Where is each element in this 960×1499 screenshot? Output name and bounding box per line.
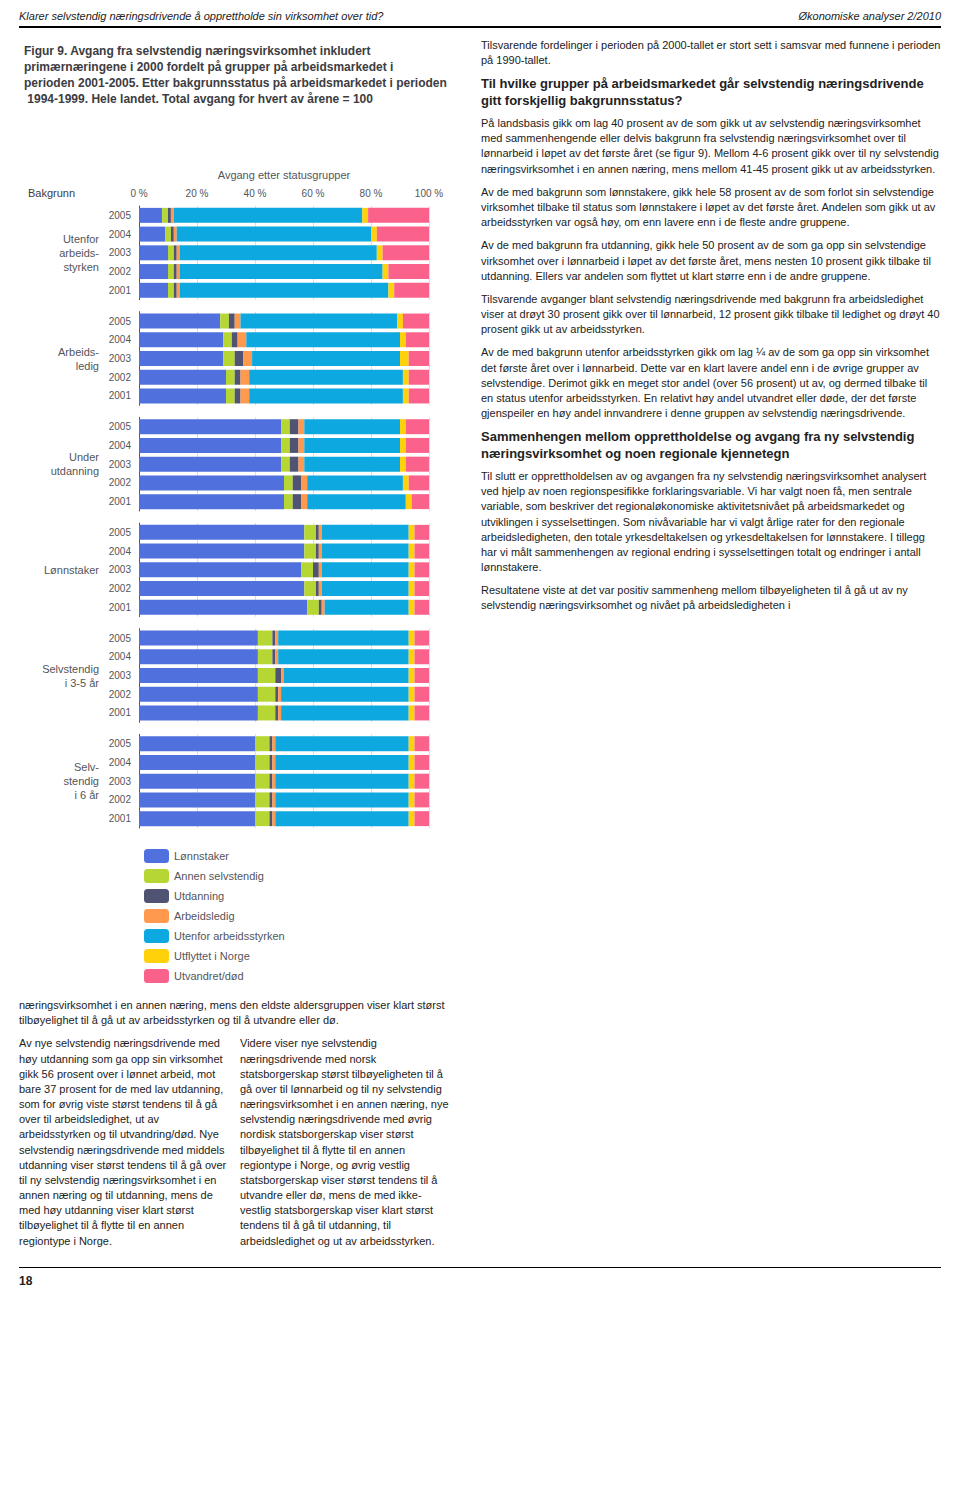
svg-text:40 %: 40 % [244, 188, 267, 199]
html-text:18: 18 [19, 1273, 33, 1288]
svg-text:80 %: 80 % [360, 188, 383, 199]
svg-text:2002: 2002 [109, 794, 132, 805]
svg-text:Utdanning: Utdanning [174, 890, 224, 902]
html-text:Av de med bakgrunn utenfor arb: Av de med bakgrunn utenfor arbeidsstyrke… [481, 346, 929, 419]
svg-text:2004: 2004 [109, 651, 132, 662]
svg-text:Under: Under [69, 451, 99, 463]
svg-text:20 %: 20 % [186, 188, 209, 199]
svg-text:stendig: stendig [64, 775, 99, 787]
svg-text:2005: 2005 [109, 210, 132, 221]
svg-text:2002: 2002 [109, 689, 132, 700]
svg-text:2003: 2003 [109, 459, 132, 470]
html-text:Klarer selvstendig næringsdriv: Klarer selvstendig næringsdrivende å opp… [19, 10, 384, 22]
html-text:Av de med bakgrunn som lønnsta: Av de med bakgrunn som lønnstakere, gikk… [481, 185, 936, 229]
html-text:På landsbasis gikk om lag 40 p: På landsbasis gikk om lag 40 prosent av … [481, 117, 939, 175]
svg-text:1994-1999. Hele landet. Total: 1994-1999. Hele landet. Total avgang for… [24, 92, 373, 106]
svg-text:Utflyttet i Norge: Utflyttet i Norge [174, 950, 250, 962]
svg-text:2002: 2002 [109, 372, 132, 383]
svg-text:2002: 2002 [109, 266, 132, 277]
svg-text:primærnæringene i 2000 fordelt: primærnæringene i 2000 fordelt på gruppe… [24, 60, 397, 74]
svg-text:Arbeidsledig: Arbeidsledig [174, 910, 235, 922]
svg-text:Utvandret/død: Utvandret/død [174, 970, 244, 982]
svg-text:perioden 2001-2005. Etter bakg: perioden 2001-2005. Etter bakgrunnsstatu… [24, 76, 447, 90]
svg-text:2002: 2002 [109, 583, 132, 594]
html-text:Av de med bakgrunn fra utdanni: Av de med bakgrunn fra utdanning, gikk h… [481, 239, 931, 282]
svg-text:2004: 2004 [109, 440, 132, 451]
svg-text:Lønnstaker: Lønnstaker [174, 850, 229, 862]
svg-text:Utenfor: Utenfor [63, 233, 99, 245]
svg-text:0 %: 0 % [130, 188, 147, 199]
svg-text:2003: 2003 [109, 776, 132, 787]
svg-text:Utenfor arbeidsstyrken: Utenfor arbeidsstyrken [174, 930, 285, 942]
svg-text:utdanning: utdanning [51, 465, 99, 477]
svg-text:2001: 2001 [109, 390, 132, 401]
html-text:Til slutt er opprettholdelsen: Til slutt er opprettholdelsen av og avga… [481, 470, 927, 573]
svg-text:2001: 2001 [109, 496, 132, 507]
html-text:Tilsvarende avganger blant sel: Tilsvarende avganger blant selvstendig n… [481, 292, 940, 336]
html-text:næringsvirksomhet i en annen n: næringsvirksomhet i en annen næring, men… [19, 999, 445, 1027]
svg-text:2005: 2005 [109, 421, 132, 432]
html-text:Tilsvarende fordelinger i peri: Tilsvarende fordelinger i perioden på 20… [481, 39, 941, 67]
svg-text:Selvstendig: Selvstendig [42, 663, 99, 675]
html-text:Sammenhengen mellom oppretthol: Sammenhengen mellom opprettholdelse og a… [481, 429, 915, 462]
svg-text:Avgang etter statusgrupper: Avgang etter statusgrupper [218, 169, 351, 181]
html-text:Økonomiske analyser 2/2010: Økonomiske analyser 2/2010 [798, 10, 941, 22]
svg-text:i 6 år: i 6 år [75, 789, 100, 801]
svg-text:2001: 2001 [109, 602, 132, 613]
svg-text:2004: 2004 [109, 546, 132, 557]
svg-text:2001: 2001 [109, 285, 132, 296]
svg-text:2003: 2003 [109, 564, 132, 575]
svg-text:2005: 2005 [109, 738, 132, 749]
svg-text:2001: 2001 [109, 813, 132, 824]
html-text:Til hvilke grupper på arbeidsm: Til hvilke grupper på arbeidsmarkedet gå… [481, 76, 924, 109]
svg-text:arbeids-: arbeids- [59, 247, 99, 259]
svg-text:2004: 2004 [109, 229, 132, 240]
svg-text:Figur 9. Avgang fra selvstendi: Figur 9. Avgang fra selvstendig næringsv… [24, 44, 374, 58]
svg-text:2003: 2003 [109, 353, 132, 364]
svg-text:2005: 2005 [109, 316, 132, 327]
svg-text:ledig: ledig [76, 360, 99, 372]
html-text:Resultatene viste at det var p: Resultatene viste at det var positiv sam… [481, 584, 908, 612]
svg-text:styrken: styrken [64, 261, 99, 273]
svg-text:60 %: 60 % [302, 188, 325, 199]
svg-text:2003: 2003 [109, 670, 132, 681]
svg-text:2001: 2001 [109, 707, 132, 718]
svg-text:Annen selvstendig: Annen selvstendig [174, 870, 264, 882]
svg-text:Lønnstaker: Lønnstaker [44, 564, 99, 576]
html-text:Videre viser nye selvstendig n: Videre viser nye selvstendig næringsdriv… [240, 1037, 449, 1247]
svg-text:Arbeids-: Arbeids- [58, 346, 99, 358]
html-text:Av nye selvstendig næringsdriv: Av nye selvstendig næringsdrivende med h… [19, 1037, 227, 1247]
svg-text:Bakgrunn: Bakgrunn [28, 187, 75, 199]
svg-text:2005: 2005 [109, 527, 132, 538]
svg-text:2004: 2004 [109, 757, 132, 768]
svg-text:2004: 2004 [109, 334, 132, 345]
svg-text:2002: 2002 [109, 477, 132, 488]
svg-text:Selv-: Selv- [74, 761, 99, 773]
svg-text:100 %: 100 % [415, 188, 443, 199]
svg-text:2005: 2005 [109, 633, 132, 644]
svg-text:2003: 2003 [109, 247, 132, 258]
svg-text:i 3-5 år: i 3-5 år [65, 677, 100, 689]
